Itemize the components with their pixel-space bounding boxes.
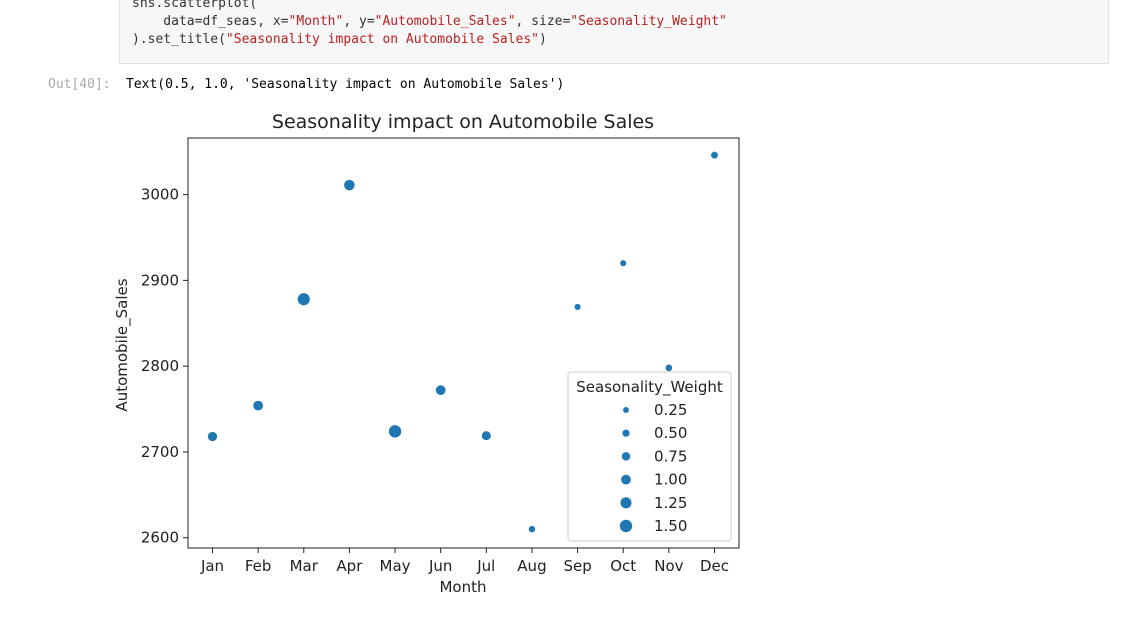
ticks-layer: Jan Feb Mar Apr May Jun Jul Aug Sep Oct Nov Dec 2600… [141, 186, 729, 575]
legend-label: 1.00 [654, 471, 687, 489]
legend-marker [622, 406, 630, 414]
legend-marker [619, 519, 633, 533]
x-tick-label: Aug [517, 557, 546, 575]
code-text: sns.scatterplot( [132, 0, 258, 11]
code-line-1: sns.scatterplot( [132, 0, 1108, 13]
data-point-jun [435, 384, 447, 396]
legend-label: 0.75 [654, 447, 687, 465]
x-tick-label: Jan [200, 557, 224, 575]
data-point-dec [710, 151, 719, 160]
x-tick-label: Feb [245, 557, 272, 575]
data-point-oct [619, 259, 627, 267]
y-tick-label: 2800 [141, 357, 179, 375]
code-string: "Seasonality impact on Automobile Sales" [225, 32, 539, 47]
points-layer [207, 151, 719, 533]
x-tick-label: Nov [654, 557, 683, 575]
y-axis-label: Automobile_Sales [113, 278, 132, 411]
data-point-sep [573, 303, 582, 311]
plot-area [187, 137, 740, 549]
chart-title: Seasonality impact on Automobile Sales [272, 111, 654, 133]
x-tick-label: Apr [336, 557, 363, 575]
legend-marker [619, 496, 633, 509]
code-string: "Automobile_Sales" [374, 14, 516, 29]
x-tick-label: May [380, 557, 411, 575]
code-line-3: ).set_title("Seasonality impact on Autom… [132, 31, 1108, 49]
y-tick-label: 2900 [141, 271, 179, 289]
legend-label: 1.50 [654, 517, 687, 535]
y-tick-label: 3000 [141, 186, 179, 204]
y-tick-label: 2700 [141, 443, 179, 461]
data-point-jan [207, 431, 218, 442]
code-string: "Seasonality_Weight" [570, 14, 727, 29]
data-point-aug [528, 525, 536, 533]
code-text: ).set_title( [132, 32, 226, 47]
legend-label: 0.25 [654, 401, 687, 419]
data-point-feb [252, 400, 264, 412]
code-line-2: data=df_seas, x="Month", y="Automobile_S… [132, 13, 1108, 31]
output-prompt: Out[40]: [48, 77, 111, 92]
code-text: , size= [515, 14, 571, 29]
code-text: ) [539, 32, 547, 47]
code-cell[interactable]: sns.scatterplot( data=df_seas, x="Month"… [119, 0, 1109, 64]
y-tick-label: 2600 [141, 529, 179, 547]
data-point-may [388, 424, 402, 439]
x-tick-label: Jun [428, 557, 452, 575]
data-point-jul [481, 430, 492, 441]
legend-marker [620, 474, 632, 486]
code-text: , y= [343, 14, 375, 29]
legend: Seasonality_Weight 0.25 0.50 0.75 1.00 1.25 1.… [567, 371, 732, 542]
data-point-nov [664, 363, 673, 372]
legend-label: 0.50 [654, 424, 687, 442]
output-text: Text(0.5, 1.0, 'Seasonality impact on Au… [126, 77, 565, 92]
code-text: data=df_seas, x= [132, 14, 289, 29]
x-tick-label: Jul [476, 557, 495, 575]
x-tick-label: Mar [290, 557, 319, 575]
x-axis-label: Month [439, 578, 486, 596]
legend-title: Seasonality_Weight [576, 378, 723, 397]
legend-marker [621, 451, 631, 462]
x-tick-label: Dec [700, 557, 729, 575]
data-point-mar [297, 292, 311, 306]
code-string: "Month" [288, 14, 344, 29]
x-tick-label: Sep [563, 557, 591, 575]
legend-box [567, 371, 732, 542]
data-point-apr [343, 179, 356, 192]
x-tick-label: Oct [610, 557, 636, 575]
legend-marker [621, 429, 631, 438]
legend-label: 1.25 [654, 494, 687, 512]
